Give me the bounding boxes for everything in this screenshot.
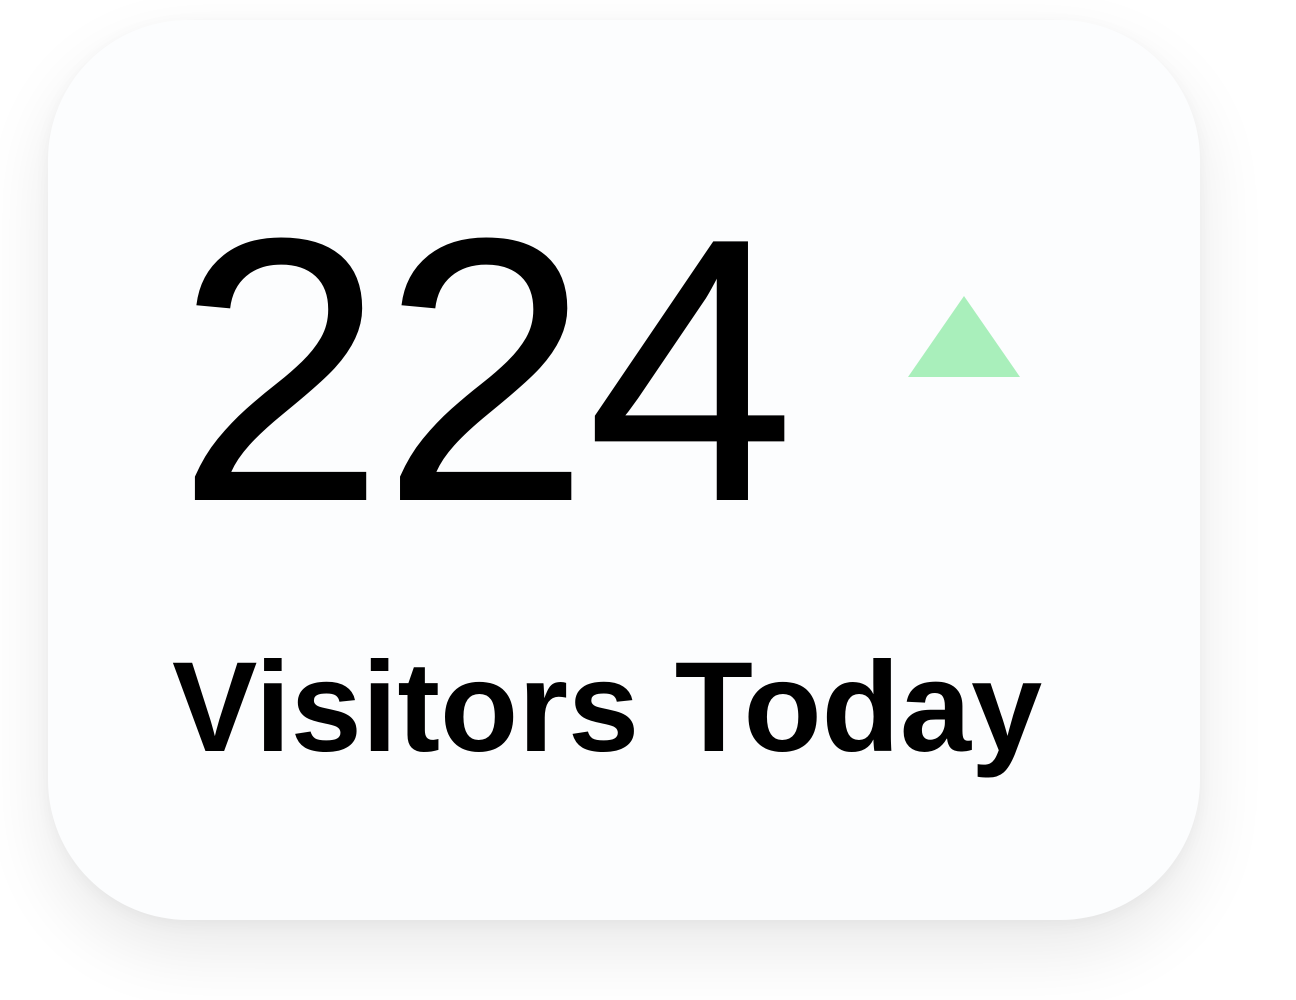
card-label: Visitors Today: [172, 636, 1043, 779]
trend-up-triangle: [908, 296, 1020, 377]
visitor-count: 224: [176, 160, 795, 580]
stat-row: 224: [176, 160, 795, 580]
visitors-widget-card: 224 Visitors Today: [48, 20, 1200, 920]
trend-up-icon: [908, 296, 1020, 377]
